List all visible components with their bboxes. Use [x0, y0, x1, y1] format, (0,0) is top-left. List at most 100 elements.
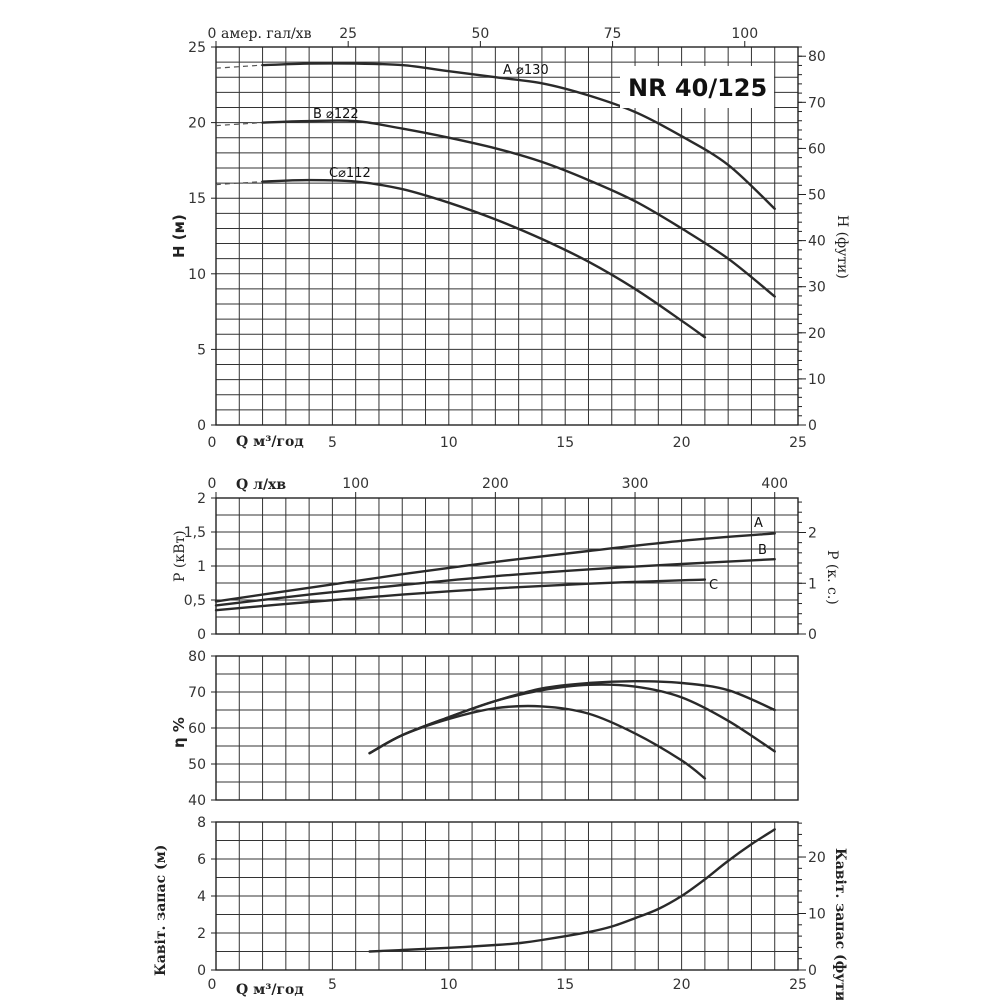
npsh-q-ticks: 0 5 10 15 20 25: [208, 977, 807, 993]
power-panel: 0 0,5 1 1,5 2 0 1 2 0 100 200 300 400 Q л/хв P (кВ…: [172, 476, 840, 643]
q-tick-label: 25: [789, 435, 807, 451]
ytick-label: 0: [197, 963, 206, 979]
series-power-0: [214, 532, 776, 603]
ytick-right-label: 40: [808, 234, 826, 250]
efficiency-ylabel: η %: [170, 717, 188, 748]
series-head-1-dashed: [215, 122, 263, 127]
power-left-ticks: 0 0,5 1 1,5 2: [184, 491, 216, 643]
ytick-label: 5: [197, 342, 206, 358]
gpm-tick-label: 50: [471, 26, 489, 42]
ytick-label: 2: [197, 491, 206, 507]
gpm-tick-label: 0: [208, 26, 217, 42]
lmin-tick-label: 400: [761, 476, 788, 492]
ytick-right-label: 80: [808, 49, 826, 65]
series-power-1: [214, 558, 776, 607]
ytick-right-label: 60: [808, 141, 826, 157]
curve-label-a-head: A ⌀130: [503, 63, 549, 78]
q-tick-label: 15: [556, 977, 574, 993]
gpm-tick-label: 100: [731, 26, 758, 42]
gpm-unit-label: амер. гал/хв: [221, 26, 312, 42]
ytick-right-label: 50: [808, 188, 826, 204]
ytick-right-label: 70: [808, 95, 826, 111]
series-head-0-dashed: [215, 64, 263, 69]
head-grid: [216, 47, 798, 425]
q-tick-label: 25: [789, 977, 807, 993]
ytick-right-label: 20: [808, 850, 826, 866]
ytick-label: 4: [197, 889, 206, 905]
head-right-ticks: 0 10 20 30 40 50 60 70 80: [798, 46, 826, 434]
q-tick-label: 5: [328, 977, 337, 993]
ytick-label: 70: [188, 685, 206, 701]
ytick-label: 8: [197, 815, 206, 831]
ytick-label: 15: [188, 191, 206, 207]
gpm-tick-label: 75: [604, 26, 622, 42]
q-tick-label: 0: [208, 977, 217, 993]
ytick-right-label: 0: [808, 627, 817, 643]
q-tick-label: 0: [208, 435, 217, 451]
curve-label-c-head: C⌀112: [329, 166, 371, 181]
npsh-ylabel: Кавіт. запас (м): [153, 845, 169, 976]
npsh-grid: [216, 822, 798, 970]
head-left-ticks: 0 5 10 15 20 25: [188, 40, 216, 434]
ytick-label: 20: [188, 116, 206, 132]
q-tick-label: 20: [673, 977, 691, 993]
curve-label-c-power: C: [709, 578, 718, 593]
lmin-top-ticks: 0 100 200 300 400: [208, 476, 788, 498]
series-head-2-dashed: [215, 181, 263, 186]
q-unit-label-top: Q м³/год: [236, 434, 304, 450]
head-q-ticks: 0 5 10 15 20 25: [208, 435, 807, 451]
ytick-label: 0: [197, 418, 206, 434]
ytick-label: 25: [188, 40, 206, 56]
title-box: [620, 66, 774, 108]
q-tick-label: 10: [440, 977, 458, 993]
series-head-1: [261, 119, 776, 298]
ytick-right-label: 1: [808, 576, 817, 592]
ytick-label: 0: [197, 627, 206, 643]
q-tick-label: 15: [556, 435, 574, 451]
lmin-tick-label: 100: [342, 476, 369, 492]
head-frame: [215, 46, 799, 426]
ytick-label: 2: [197, 926, 206, 942]
ytick-right-label: 10: [808, 907, 826, 923]
ytick-label: 1: [197, 559, 206, 575]
lmin-tick-label: 0: [208, 476, 217, 492]
power-right-ticks: 0 1 2: [798, 501, 817, 643]
npsh-left-ticks: 0 2 4 6 8: [197, 815, 216, 979]
head-curves: [215, 62, 776, 339]
lmin-tick-label: 200: [482, 476, 509, 492]
npsh-ylabel-right: Кавіт. запас (фути): [832, 848, 848, 1000]
lmin-unit-label: Q л/хв: [236, 477, 286, 493]
series-eff-2: [368, 704, 707, 780]
ytick-label: 0,5: [184, 593, 206, 609]
ytick-label: 60: [188, 721, 206, 737]
head-ylabel-right: H (фути): [834, 215, 850, 279]
ytick-right-label: 2: [808, 526, 817, 542]
chart-title: NR 40/125: [628, 74, 767, 102]
efficiency-left-ticks: 40 50 60 70 80: [188, 649, 216, 809]
power-ylabel-right: P (к. с.): [824, 550, 840, 605]
efficiency-panel: 40 50 60 70 80 η %: [170, 649, 799, 809]
q-tick-label: 10: [440, 435, 458, 451]
gpm-top-ticks: 0 25 50 75 100: [208, 26, 758, 47]
ytick-right-label: 0: [808, 963, 817, 979]
ytick-right-label: 10: [808, 372, 826, 388]
q-tick-label: 5: [328, 435, 337, 451]
npsh-right-ticks: 0 10 20: [798, 822, 826, 979]
gpm-tick-label: 25: [339, 26, 357, 42]
ytick-label: 1,5: [184, 525, 206, 541]
curve-label-b-head: B ⌀122: [313, 107, 359, 122]
efficiency-grid: [216, 656, 798, 800]
head-ylabel: H (м): [170, 214, 188, 258]
ytick-label: 40: [188, 793, 206, 809]
series-npsh-0: [368, 828, 776, 953]
npsh-curves: [368, 828, 776, 953]
series-head-0: [261, 62, 776, 210]
series-power-2: [214, 578, 707, 612]
curve-label-b-power: B: [758, 543, 767, 558]
power-grid: [216, 498, 798, 634]
ytick-right-label: 30: [808, 280, 826, 296]
ytick-label: 50: [188, 757, 206, 773]
